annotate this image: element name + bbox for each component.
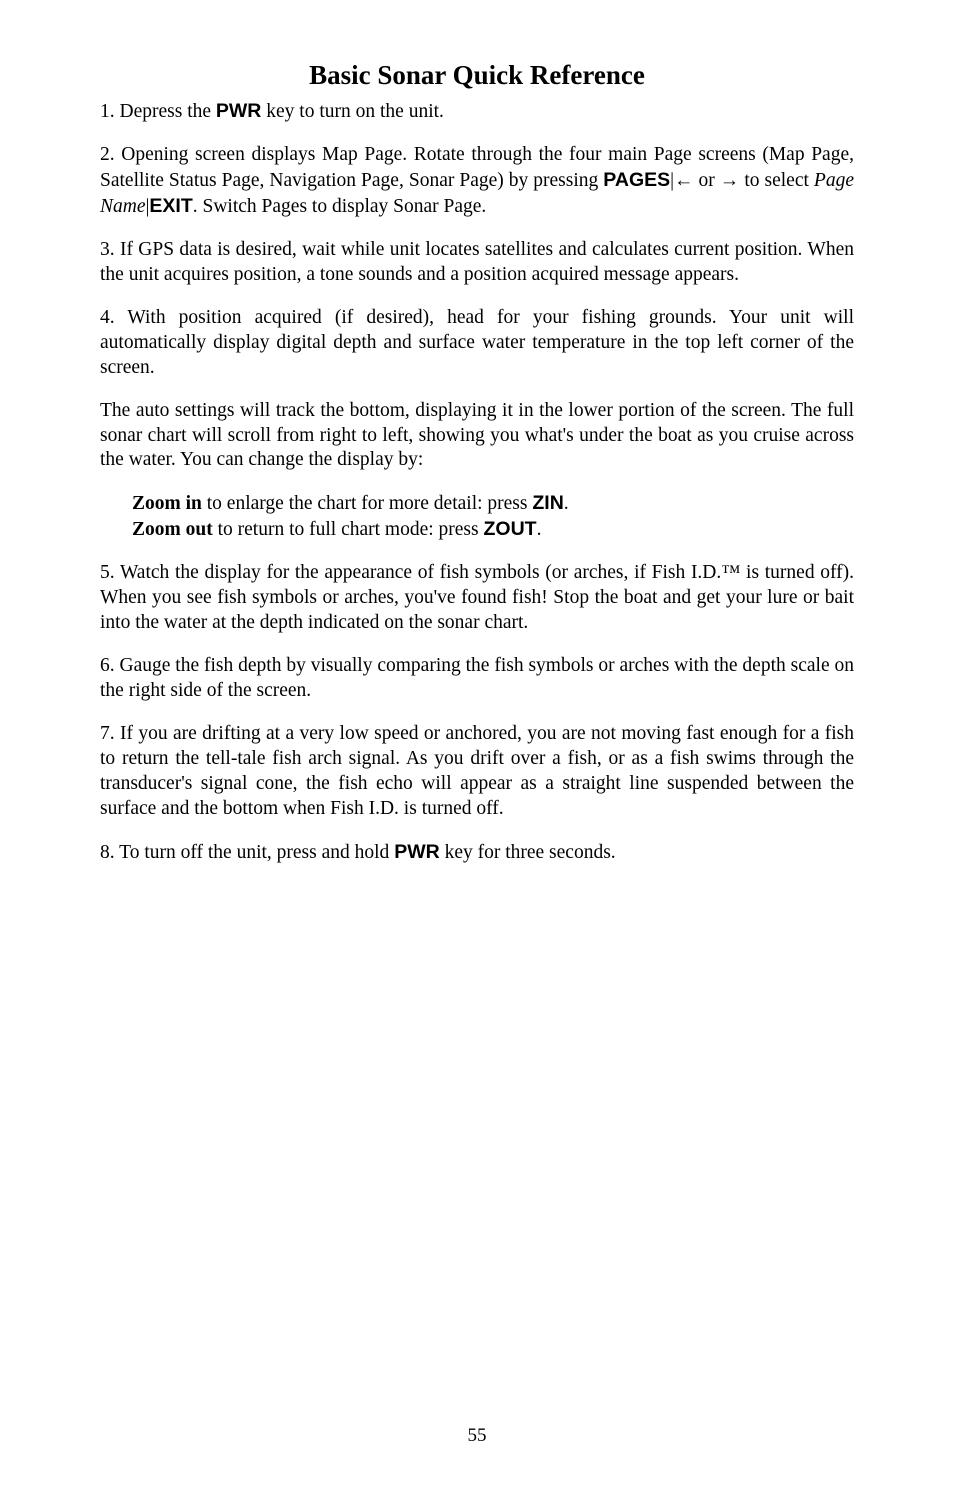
step-8: 8. To turn off the unit, press and hold …	[100, 840, 854, 866]
text: 8. To turn off the unit, press and hold	[100, 842, 394, 863]
zoom-out-bold: Zoom out	[132, 519, 213, 540]
step-5: 5. Watch the display for the appearance …	[100, 561, 854, 636]
step-6: 6. Gauge the fish depth by visually comp…	[100, 654, 854, 704]
page-number: 55	[0, 1425, 954, 1447]
text: .	[537, 519, 542, 540]
document-page: Basic Sonar Quick Reference 1. Depress t…	[0, 0, 954, 1487]
page-title: Basic Sonar Quick Reference	[100, 60, 854, 91]
step-1: 1. Depress the PWR key to turn on the un…	[100, 99, 854, 125]
exit-key-label: EXIT	[149, 195, 192, 217]
text: . Switch Pages to display Sonar Page.	[193, 196, 487, 217]
text: |← or → to select	[670, 170, 814, 191]
step-3: 3. If GPS data is desired, wait while un…	[100, 238, 854, 288]
text: key for three seconds.	[440, 842, 616, 863]
zin-key-label: ZIN	[532, 492, 563, 514]
zoom-out-line: Zoom out to return to full chart mode: p…	[132, 517, 854, 543]
zoom-instructions: Zoom in to enlarge the chart for more de…	[100, 491, 854, 543]
text: 1. Depress the	[100, 101, 216, 122]
pages-key-label: PAGES	[603, 169, 670, 191]
zoom-in-bold: Zoom in	[132, 493, 202, 514]
auto-settings-para: The auto settings will track the bottom,…	[100, 399, 854, 474]
zout-key-label: ZOUT	[483, 518, 536, 540]
step-2: 2. Opening screen displays Map Page. Rot…	[100, 143, 854, 220]
zoom-in-line: Zoom in to enlarge the chart for more de…	[132, 491, 854, 517]
text: .	[564, 493, 569, 514]
text: to enlarge the chart for more detail: pr…	[202, 493, 532, 514]
step-7: 7. If you are drifting at a very low spe…	[100, 722, 854, 822]
pwr-key-label: PWR	[394, 841, 440, 863]
text: to return to full chart mode: press	[213, 519, 484, 540]
pwr-key-label: PWR	[216, 100, 262, 122]
text: key to turn on the unit.	[261, 101, 444, 122]
step-4: 4. With position acquired (if desired), …	[100, 306, 854, 381]
